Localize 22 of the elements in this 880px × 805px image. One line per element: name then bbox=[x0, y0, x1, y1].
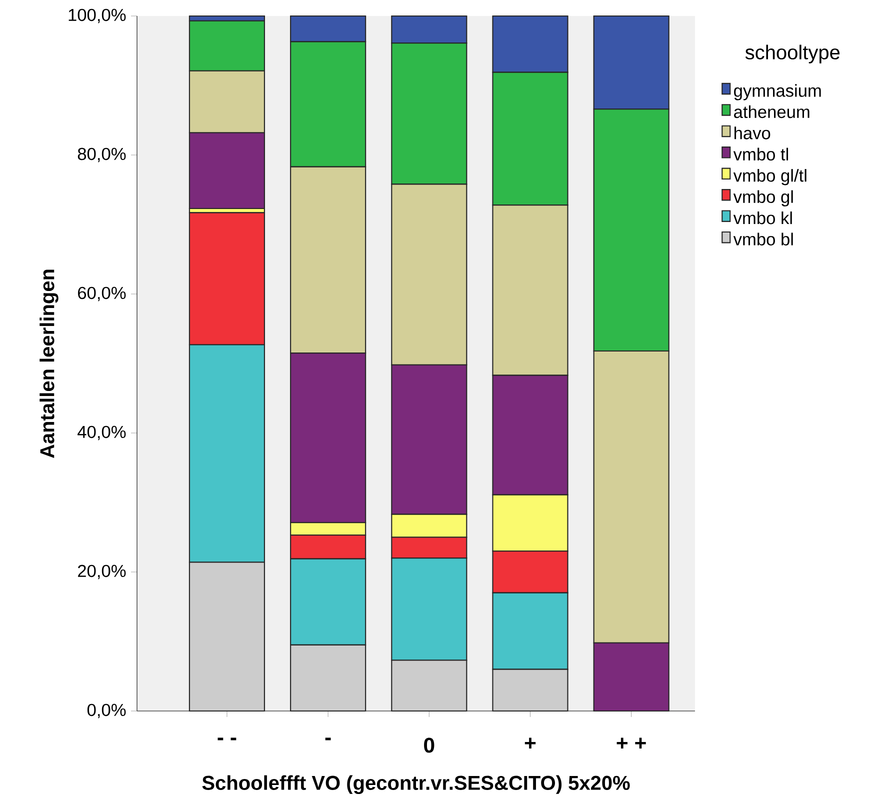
legend-title: schooltype bbox=[745, 44, 840, 64]
y-tick-label: 20,0% bbox=[78, 564, 126, 580]
x-tick-label: 0 bbox=[424, 738, 434, 753]
y-axis-title: Aantallen leerlingen bbox=[40, 270, 58, 458]
x-tick-label: - bbox=[325, 738, 331, 740]
legend-label: havo bbox=[734, 126, 770, 140]
y-tick-label: 0,0% bbox=[87, 704, 126, 718]
legend-label: vmbo kl bbox=[733, 211, 792, 224]
x-axis-title: Schooleffft VO (gecontr.vr.SES&CITO) 5x20% bbox=[202, 775, 630, 794]
y-tick-label: 40,0% bbox=[78, 426, 126, 440]
x-tick-label: + + bbox=[616, 738, 646, 749]
legend-label: atheneum bbox=[734, 105, 810, 118]
x-tick-label: + bbox=[524, 738, 536, 749]
y-tick-label: 100,0% bbox=[68, 8, 126, 24]
legend-label: vmbo bl bbox=[733, 232, 793, 246]
y-tick-label: 60,0% bbox=[78, 286, 126, 302]
legend-label: vmbo tl bbox=[733, 148, 788, 161]
legend-label: vmbo gl/tl bbox=[733, 169, 806, 186]
legend-label: gymnasium bbox=[734, 84, 821, 100]
y-tick-label: 80,0% bbox=[78, 148, 126, 162]
x-tick-label: - - bbox=[218, 738, 236, 740]
legend-label: vmbo gl bbox=[733, 190, 793, 206]
